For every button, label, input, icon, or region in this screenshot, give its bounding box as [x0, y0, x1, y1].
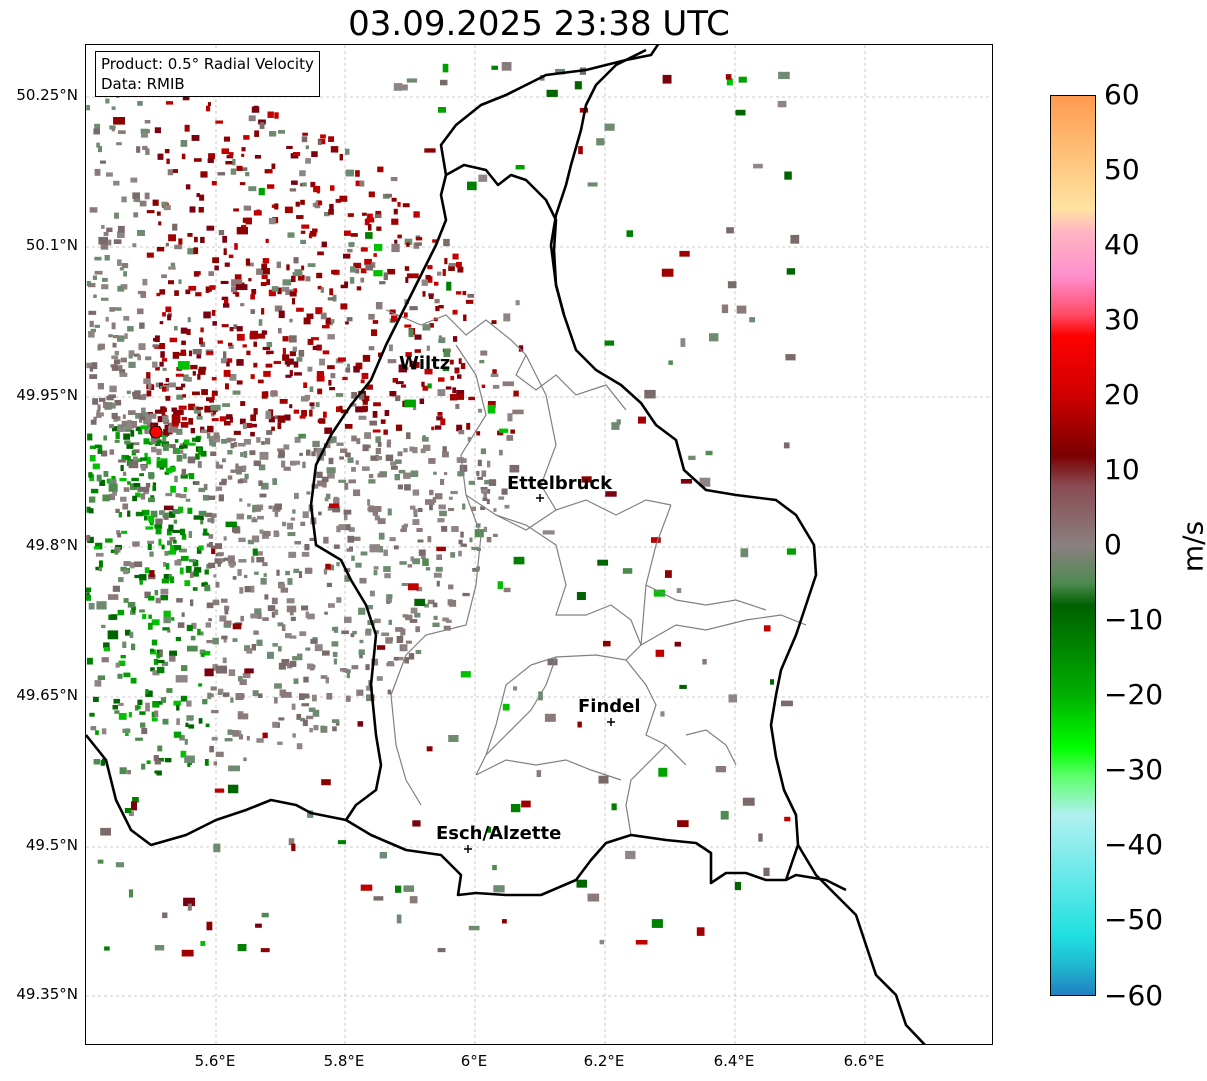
lon-tick-6-4: 6.4°E: [713, 1052, 755, 1070]
colorbar-tick: 40: [1104, 228, 1140, 261]
radar-echoes: [86, 56, 800, 957]
lon-tick-6-2: 6.2°E: [583, 1052, 625, 1070]
lat-tick-49-35: 49.35°N: [16, 985, 78, 1003]
country-borders: [86, 45, 926, 1044]
lat-tick-50-25: 50.25°N: [16, 86, 78, 104]
lat-tick-49-5: 49.5°N: [25, 836, 78, 854]
velocity-colorbar: [1050, 95, 1096, 996]
radar-map-canvas[interactable]: Wiltz Ettelbruck Findel Esch/Alzette: [86, 45, 993, 1045]
colorbar-tick: 30: [1104, 303, 1140, 336]
radar-site-marker: [149, 425, 163, 439]
place-label-esch-alzette: Esch/Alzette: [436, 823, 561, 844]
place-label-wiltz: Wiltz: [399, 353, 450, 374]
product-label: Product: 0.5° Radial Velocity: [101, 55, 314, 73]
lat-tick-49-8: 49.8°N: [25, 536, 78, 554]
place-label-findel: Findel: [578, 696, 641, 717]
radar-map[interactable]: Wiltz Ettelbruck Findel Esch/Alzette: [85, 44, 993, 1045]
lat-tick-49-65: 49.65°N: [16, 686, 78, 704]
canton-boundaries: [385, 309, 807, 836]
lon-tick-6: 6°E: [460, 1052, 488, 1070]
colorbar-tick: 0: [1104, 528, 1122, 561]
place-markers: [464, 494, 615, 853]
place-label-ettelbruck: Ettelbruck: [507, 473, 613, 494]
gridlines: [86, 45, 992, 1044]
map-title: 03.09.2025 23:38 UTC: [348, 4, 730, 44]
lon-tick-6-6: 6.6°E: [843, 1052, 885, 1070]
colorbar-tick: −20: [1104, 678, 1164, 711]
colorbar-tick: 20: [1104, 378, 1140, 411]
colorbar-tick: −50: [1104, 903, 1164, 936]
product-info-box: Product: 0.5° Radial Velocity Data: RMIB: [95, 51, 320, 97]
colorbar-tick: −40: [1104, 828, 1164, 861]
lat-tick-49-95: 49.95°N: [16, 386, 78, 404]
colorbar-tick: −30: [1104, 753, 1164, 786]
colorbar-tick: 50: [1104, 153, 1140, 186]
colorbar-tick: −60: [1104, 979, 1164, 1012]
colorbar-unit-label: m/s: [1176, 520, 1207, 573]
data-source-label: Data: RMIB: [101, 75, 185, 93]
colorbar-tick: 60: [1104, 78, 1140, 111]
lat-tick-50-1: 50.1°N: [25, 236, 78, 254]
colorbar-tick: 10: [1104, 453, 1140, 486]
lon-tick-5-8: 5.8°E: [323, 1052, 365, 1070]
colorbar-tick: −10: [1104, 603, 1164, 636]
lon-tick-5-6: 5.6°E: [194, 1052, 236, 1070]
